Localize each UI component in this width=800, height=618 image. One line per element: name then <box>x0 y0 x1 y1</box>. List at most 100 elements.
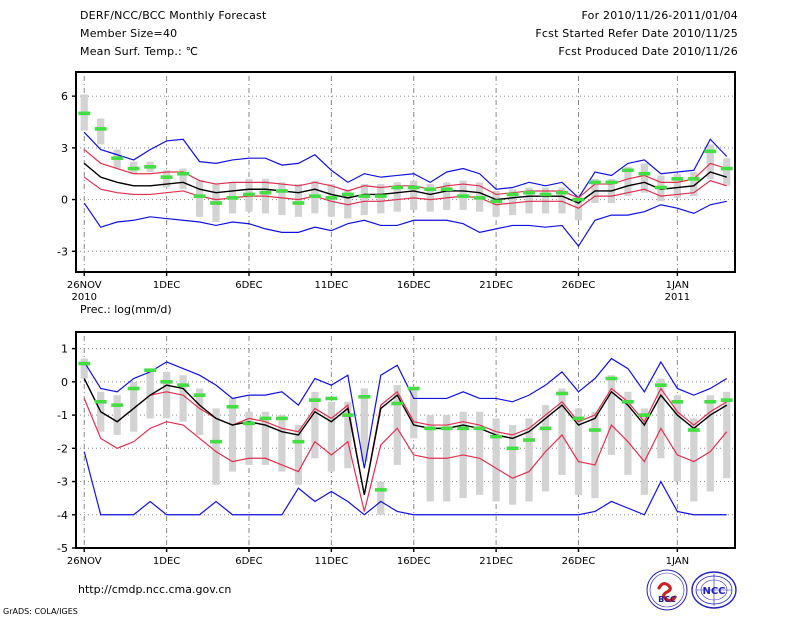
y-tick-label: -3 <box>57 245 68 258</box>
ensemble-spread-box <box>113 395 121 436</box>
ensemble-spread-box <box>344 189 352 219</box>
median-marker <box>391 401 404 406</box>
svg-text:BCC: BCC <box>658 595 676 604</box>
median-marker <box>160 380 173 384</box>
median-marker <box>638 413 651 417</box>
median-marker <box>193 393 206 397</box>
ensemble-spread-box <box>525 418 533 502</box>
median-marker <box>177 171 190 176</box>
ensemble-spread-box <box>723 391 731 479</box>
y-tick-label: -5 <box>57 542 68 555</box>
median-marker <box>374 194 387 198</box>
cmdp-url-link[interactable]: http://cmdp.ncc.cma.gov.cn <box>78 583 232 596</box>
ensemble-spread-box <box>624 391 632 475</box>
median-marker <box>276 189 288 193</box>
median-marker <box>407 185 420 190</box>
x-tick-label: 16DEC <box>397 556 431 567</box>
median-marker <box>243 421 255 426</box>
median-marker <box>605 376 618 381</box>
median-marker <box>308 398 321 402</box>
ensemble-spread-box <box>591 411 599 499</box>
ensemble-spread-box <box>377 184 385 214</box>
ensemble-spread-box <box>162 371 171 419</box>
ensemble-spread-box <box>574 408 583 495</box>
ensemble-spread-box <box>278 415 286 472</box>
median-marker <box>424 426 437 431</box>
ensemble-spread-box <box>574 194 583 221</box>
series-line-mean <box>83 378 728 495</box>
ensemble-spread-box <box>624 166 632 197</box>
median-marker <box>687 428 700 432</box>
ensemble-spread-box <box>179 168 187 190</box>
median-marker <box>94 399 107 404</box>
ensemble-spread-box <box>558 187 566 214</box>
median-marker <box>506 192 519 197</box>
x-tick-label: 11DEC <box>314 556 348 567</box>
median-marker <box>523 190 535 195</box>
median-marker <box>276 416 288 421</box>
fcst-produced-label: Fcst Produced Date 2010/11/26 <box>558 45 738 58</box>
ensemble-spread-box <box>294 184 303 217</box>
x-tick-label: 26DEC <box>562 556 596 567</box>
plot-frame <box>75 331 736 549</box>
forecast-title: DERF/NCC/BCC Monthly Forecast <box>80 9 267 22</box>
y-tick-label: 6 <box>61 90 68 103</box>
median-marker <box>341 413 354 417</box>
series-line-25th-percentile <box>83 176 727 209</box>
ensemble-spread-box <box>690 172 698 197</box>
series-line-mean <box>83 162 727 204</box>
median-marker <box>391 185 404 190</box>
ensemble-spread-box <box>311 391 319 459</box>
precipitation-plot-svg: 10-1-2-3-4-526NOV20101DEC6DEC11DEC16DEC2… <box>57 331 736 567</box>
y-tick-label: 0 <box>61 194 68 207</box>
median-marker <box>127 166 140 171</box>
median-marker <box>111 156 124 161</box>
median-marker <box>671 177 684 181</box>
y-tick-label: -4 <box>57 509 68 522</box>
ensemble-spread-box <box>195 388 204 436</box>
median-marker <box>94 127 107 131</box>
median-marker <box>259 416 272 421</box>
ensemble-spread-box <box>706 144 714 179</box>
series-line-min <box>83 200 727 248</box>
ensemble-spread-box <box>525 187 533 214</box>
fcst-started-label: Fcst Started Refer Date 2010/11/25 <box>535 27 738 40</box>
y-tick-label: -3 <box>57 476 68 489</box>
y-tick-label: 3 <box>61 142 68 155</box>
median-marker <box>654 185 667 190</box>
ensemble-spread-box <box>410 388 418 439</box>
x-tick-label: 1JAN <box>666 556 689 567</box>
median-marker <box>720 398 733 402</box>
ensemble-spread-box <box>228 398 237 472</box>
precipitation-chart: 10-1-2-3-4-526NOV20101DEC6DEC11DEC16DEC2… <box>0 318 800 568</box>
median-marker <box>292 201 305 205</box>
ensemble-spread-box <box>492 418 500 502</box>
median-marker <box>556 391 568 396</box>
median-marker <box>473 196 486 200</box>
ensemble-spread-box <box>97 118 105 145</box>
ensemble-spread-box <box>344 401 352 469</box>
ensemble-spread-box <box>657 378 665 459</box>
bcc-logo: BCC <box>645 568 689 612</box>
x-tick-label: 6DEC <box>235 556 262 567</box>
median-marker <box>325 196 338 200</box>
ensemble-spread-box <box>426 184 434 212</box>
median-marker <box>720 166 733 171</box>
median-marker <box>374 488 387 492</box>
x-tick-label: 21DEC <box>479 556 513 567</box>
ensemble-spread-box <box>393 182 401 212</box>
x-tick-label: 26NOV <box>67 280 102 291</box>
ensemble-spread-box <box>245 411 253 465</box>
ensemble-spread-box <box>179 375 187 422</box>
x-tick-label: 1DEC <box>153 556 180 567</box>
series-line-75th-percentile <box>83 149 727 199</box>
ensemble-spread-box <box>393 385 401 465</box>
x-tick-sublabel: 2010 <box>72 292 97 300</box>
median-marker <box>292 439 305 444</box>
median-marker <box>193 194 206 198</box>
median-marker <box>490 199 503 204</box>
median-marker <box>440 426 453 431</box>
median-marker <box>358 194 371 198</box>
median-marker <box>473 426 486 431</box>
